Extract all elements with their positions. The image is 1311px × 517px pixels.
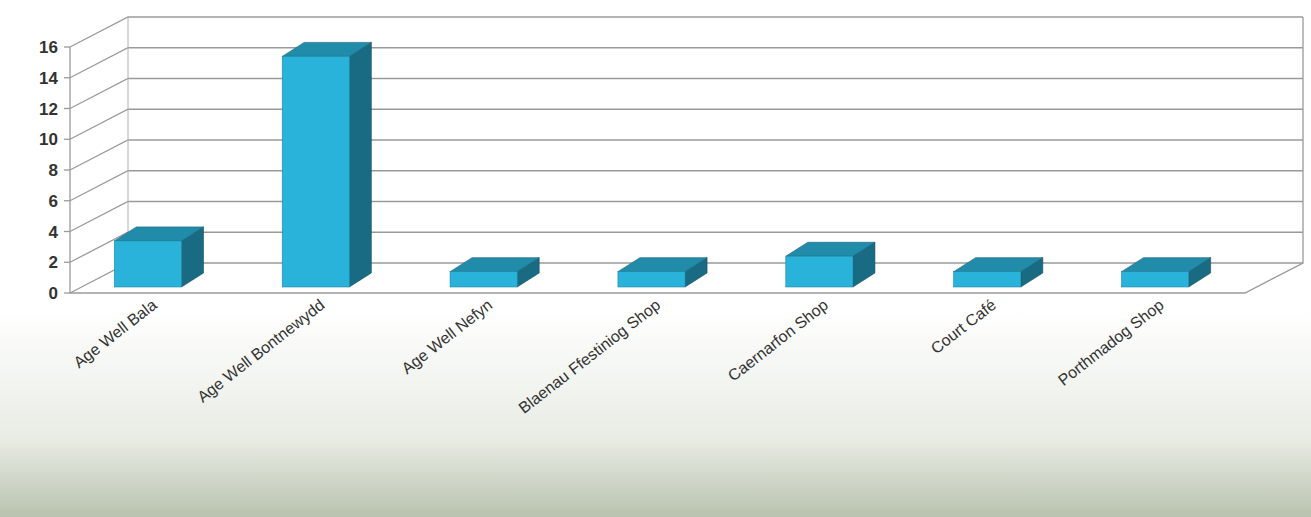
y-tick-label: 14 [39,69,58,88]
grid-line [70,140,1303,170]
bar-group [114,227,203,287]
bar [954,272,1021,287]
y-tick-label: 8 [49,161,58,180]
x-tick-label: Porthmadog Shop [1055,296,1167,389]
tick-mark [64,231,70,232]
axis-frame [70,17,1303,293]
tick-mark [64,200,70,201]
grid-line [70,48,1303,78]
grid-line [70,17,1303,47]
tick-mark [64,169,70,170]
bar [618,272,685,287]
back-edge [128,17,129,263]
grid-line [70,171,1303,201]
x-tick-label: Blaenau Ffestiniog Shop [515,296,663,417]
bar-top [618,258,707,272]
bars [114,42,1210,287]
bar [114,241,181,287]
bar-top [1122,258,1211,272]
x-tick-label: Caernarfon Shop [725,296,832,384]
tick-mark [64,46,70,47]
y-tick-label: 0 [49,284,58,303]
background [0,0,1311,517]
bar-top [114,227,203,241]
tick-mark [64,292,70,293]
x-tick-label: Age Well Bala [70,296,160,371]
bar-group [282,42,371,287]
y-tick-label: 10 [39,130,58,149]
x-tick-label: Age Well Bontnewydd [194,296,328,406]
grid-line [70,109,1303,139]
bar-group [1122,258,1211,287]
x-tick-label: Age Well Nefyn [398,296,495,377]
bar [786,256,853,287]
tick-mark [64,77,70,78]
tick-mark [64,108,70,109]
bar-top [786,242,875,256]
grid-line [70,79,1303,109]
bar-group [954,258,1043,287]
bar [1122,272,1189,287]
x-tick-label: Court Café [928,296,1000,357]
y-tick-label: 2 [49,253,58,272]
grid [64,17,1303,293]
bar-top [954,258,1043,272]
y-tick-label: 4 [49,223,59,242]
bar-top [282,42,371,56]
y-tick-label: 12 [39,100,58,119]
bar-group [450,258,539,287]
tick-mark [64,262,70,263]
tick-mark [64,139,70,140]
y-tick-label: 16 [39,38,58,57]
bar-group [786,242,875,287]
y-tick-label: 6 [49,192,58,211]
bar [450,272,517,287]
grid-line [70,202,1303,232]
bar-side [349,42,371,287]
chart-svg: 0 2 4 6 8 10 12 14 16 Age Well Bala Age Well Bontn… [0,0,1311,517]
bar-top [450,258,539,272]
chart-container: 0 2 4 6 8 10 12 14 16 Age Well Bala Age Well Bontn… [0,0,1311,517]
bar [282,56,349,287]
bar-group [618,258,707,287]
